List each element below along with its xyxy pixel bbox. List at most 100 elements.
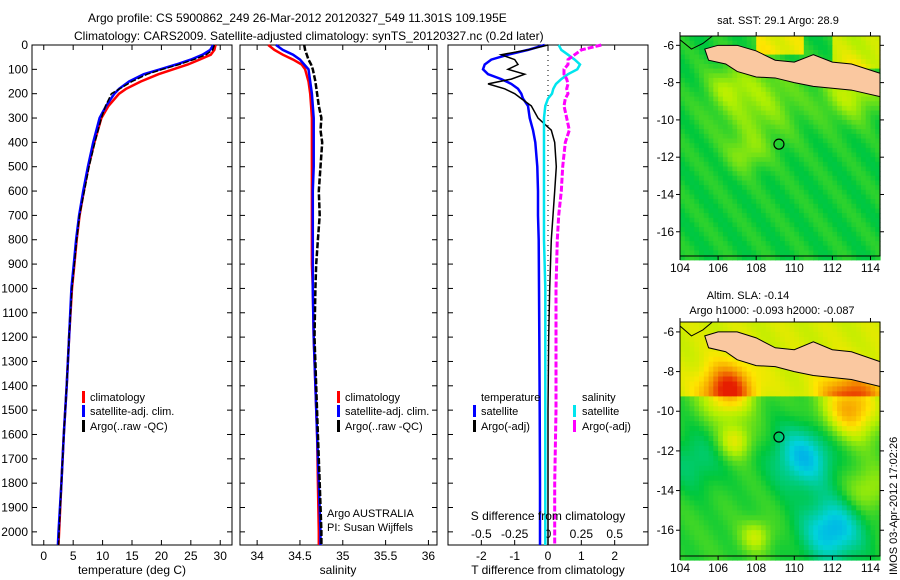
map-cell	[846, 59, 853, 65]
map-cell	[684, 82, 691, 88]
map-cell	[818, 161, 824, 168]
map-cell	[765, 217, 772, 224]
map-cell	[875, 105, 881, 112]
map-cell	[708, 36, 714, 42]
s-difference-xlabel: S difference from climatology	[471, 509, 626, 523]
map-cell	[765, 40, 772, 46]
map-cell	[865, 64, 872, 70]
map-cell	[780, 550, 786, 556]
map-cell	[694, 411, 700, 417]
map-cell	[699, 540, 705, 546]
map-cell	[813, 465, 819, 472]
map-cell	[789, 101, 795, 107]
map-cell	[832, 406, 838, 412]
map-cell	[756, 222, 762, 228]
map-cell	[737, 416, 743, 422]
map-cell	[827, 96, 833, 102]
map-cell	[684, 73, 691, 79]
map-cell	[856, 505, 862, 511]
map-cell	[713, 175, 719, 182]
map-cell	[856, 245, 862, 251]
map-cell	[803, 110, 810, 116]
map-cell	[875, 475, 881, 482]
map-cell	[832, 250, 838, 256]
map-cell	[746, 436, 753, 442]
map-cell	[803, 376, 810, 383]
map-cell	[694, 138, 700, 144]
map-cell	[818, 50, 824, 56]
map-cell	[689, 361, 695, 368]
map-cell	[808, 515, 814, 521]
map-cell	[861, 222, 867, 228]
map-cell	[718, 366, 724, 373]
map-cell	[803, 133, 810, 140]
map-cell	[784, 199, 791, 205]
map-cell	[737, 475, 743, 482]
title-line-1: Argo profile: CS 5900862_249 26-Mar-2012…	[88, 11, 507, 25]
map-cell	[784, 331, 791, 338]
map-cell	[822, 421, 829, 427]
map-cell	[727, 386, 733, 392]
map-cell	[789, 203, 795, 210]
map-cell	[780, 441, 786, 447]
map-cell	[780, 77, 786, 84]
map-cell	[703, 327, 710, 333]
map-cell	[708, 161, 714, 168]
map-cell	[813, 87, 819, 93]
map-cell	[813, 208, 819, 214]
map-cell	[699, 68, 705, 74]
map-cell	[761, 185, 767, 191]
map-cell	[870, 351, 876, 358]
depth-tick-label: 1900	[1, 501, 28, 515]
map-cell	[870, 133, 876, 140]
map-cell	[680, 45, 686, 51]
map-cell	[765, 250, 772, 256]
map-cell	[865, 101, 872, 107]
map-cell	[680, 124, 686, 130]
map-cell	[770, 391, 776, 397]
map-cell	[794, 336, 800, 343]
map-cell	[875, 222, 881, 228]
map-cell	[718, 465, 724, 472]
map-cell	[822, 540, 829, 546]
map-cell	[684, 371, 691, 378]
map-cell	[803, 213, 810, 219]
map-cell	[861, 208, 867, 214]
map-cell	[841, 525, 848, 531]
map-cell	[699, 96, 705, 102]
map-cell	[732, 460, 738, 467]
map-cell	[818, 166, 824, 172]
map-cell	[813, 485, 819, 492]
map-cell	[784, 386, 791, 392]
map-cell	[803, 138, 810, 144]
map-cell	[718, 101, 724, 107]
map-cell	[822, 255, 829, 261]
map-cell	[761, 401, 767, 407]
map-cell	[822, 40, 829, 46]
temperature-legend: climatology satellite-adj. clim. Argo(..…	[82, 391, 174, 433]
map-cell	[746, 152, 753, 158]
map-cell	[751, 152, 757, 158]
map-cell	[680, 180, 686, 186]
map-cell	[694, 426, 700, 432]
map-cell	[832, 236, 838, 242]
map-cell	[846, 245, 853, 251]
map-cell	[799, 396, 805, 402]
map-cell	[822, 105, 829, 112]
map-cell	[746, 485, 753, 492]
map-cell	[775, 386, 781, 392]
map-cell	[751, 322, 757, 328]
map-cell	[770, 105, 776, 112]
map-cell	[851, 495, 857, 502]
map-cell	[727, 194, 733, 200]
map-cell	[803, 550, 810, 556]
map-cell	[822, 161, 829, 168]
map-cell	[794, 194, 800, 200]
map-cell	[827, 396, 833, 402]
map-cell	[832, 455, 838, 462]
map-cell	[727, 366, 733, 373]
map-cell	[851, 341, 857, 348]
map-cell	[775, 180, 781, 186]
map-cell	[727, 250, 733, 256]
map-cell	[718, 217, 724, 224]
